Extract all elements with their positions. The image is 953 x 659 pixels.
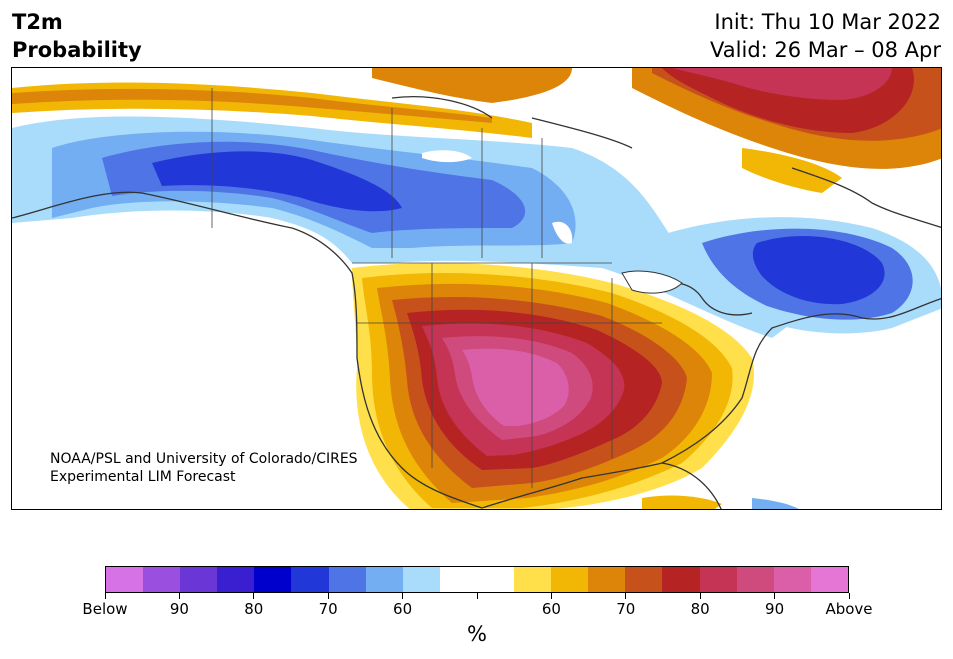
colorbar-tick (104, 593, 106, 599)
coastlines (12, 96, 941, 509)
colorbar-tick (327, 593, 329, 599)
colorbar-tick-label: 80 (690, 600, 710, 618)
great-lakes (621, 270, 683, 294)
colorbar-tick-label: 80 (244, 600, 264, 618)
probability-map: NOAA/PSL and University of Colorado/CIRE… (11, 67, 942, 510)
colorbar-tick (476, 593, 478, 599)
title-variable: T2m (12, 10, 63, 34)
colorbar-tick-label: Below (82, 600, 128, 618)
colorbar-tick (625, 593, 627, 599)
lake-north (422, 150, 472, 163)
colorbar-segment (551, 567, 589, 592)
colorbar-tick-label: Above (825, 600, 873, 618)
colorbar-segment (810, 567, 848, 592)
colorbar-segment (625, 567, 663, 592)
colorbar-segment (476, 567, 515, 592)
caribbean-cold (752, 498, 799, 509)
colorbar-tick-label: 60 (541, 600, 561, 618)
colorbar-tick-label: 60 (393, 600, 413, 618)
colorbar-segment (254, 567, 292, 592)
colorbar-tick (550, 593, 552, 599)
colorbar-tick-label: 90 (765, 600, 785, 618)
borders (211, 88, 662, 488)
map-canvas (12, 68, 941, 509)
colorbar-tick (774, 593, 776, 599)
warm-north (12, 68, 941, 193)
credit-line-2: Experimental LIM Forecast (50, 469, 236, 485)
colorbar-segment (106, 567, 144, 592)
map-title: T2m Probability (12, 8, 142, 64)
colorbar-tick (402, 593, 404, 599)
colorbar-tick-label: 90 (169, 600, 189, 618)
warm-south (352, 263, 754, 509)
colorbar-segment (402, 567, 440, 592)
colorbar-tick (253, 593, 255, 599)
colorbar-segment (736, 567, 774, 592)
caribbean-warm (642, 495, 722, 509)
credit-text: NOAA/PSL and University of Colorado/CIRE… (50, 450, 358, 486)
colorbar-segment (328, 567, 366, 592)
colorbar-segment (662, 567, 700, 592)
credit-line-1: NOAA/PSL and University of Colorado/CIRE… (50, 451, 358, 467)
forecast-dates: Init: Thu 10 Mar 2022 Valid: 26 Mar – 08… (710, 8, 941, 64)
colorbar-segment (514, 567, 552, 592)
colorbar-segment (773, 567, 811, 592)
colorbar-tick-label: 70 (318, 600, 338, 618)
colorbar-segment (439, 567, 477, 592)
title-type: Probability (12, 38, 142, 62)
init-date: Init: Thu 10 Mar 2022 (714, 10, 941, 34)
colorbar-segment (365, 567, 403, 592)
colorbar-tick (699, 593, 701, 599)
colorbar-segment (588, 567, 626, 592)
valid-range: Valid: 26 Mar – 08 Apr (710, 38, 941, 62)
colorbar-segment (699, 567, 737, 592)
colorbar-tick-label: 70 (616, 600, 636, 618)
lake-winnipeg (552, 221, 573, 244)
colorbar-units: % (467, 622, 487, 646)
colorbar (105, 566, 849, 593)
colorbar-segment (291, 567, 329, 592)
colorbar-tick (848, 593, 850, 599)
colorbar-tick (178, 593, 180, 599)
colorbar-segment (217, 567, 255, 592)
colorbar-segment (180, 567, 218, 592)
colorbar-segment (143, 567, 181, 592)
